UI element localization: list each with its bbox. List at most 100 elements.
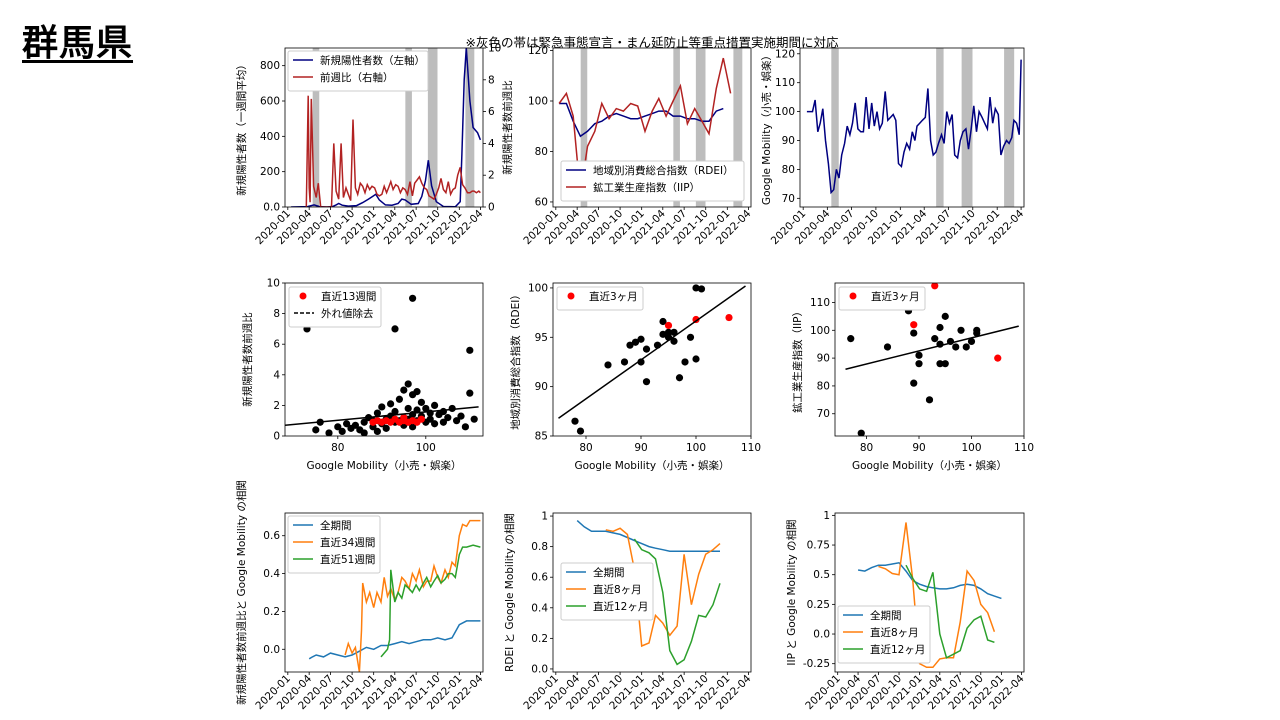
- shaded-band: [312, 48, 320, 207]
- legend-label: 直近3ヶ月: [871, 290, 920, 303]
- y-tick-label: 100: [528, 96, 548, 108]
- scatter-point: [387, 400, 395, 408]
- y-tick-label: 120: [528, 45, 548, 57]
- scatter-point: [686, 333, 695, 341]
- y-tick-label: 90: [535, 381, 548, 393]
- scatter-point: [409, 423, 417, 431]
- x-tick-label: 100: [961, 442, 981, 454]
- scatter-point: [637, 335, 645, 343]
- y-axis-label: 新規陽性者数前週比と Google Mobility の相関: [235, 480, 248, 705]
- scatter-point: [631, 338, 640, 346]
- y-tick-label: 0.6: [263, 530, 280, 542]
- scatter-point: [461, 423, 469, 431]
- series-line: [806, 59, 1022, 195]
- scatter-point: [692, 355, 700, 363]
- legend-box: [288, 286, 382, 328]
- scatter-point: [962, 343, 970, 351]
- legend-label: 直近34週間: [320, 536, 375, 549]
- x-axis-label: Google Mobility（小売・娯楽）: [574, 459, 729, 472]
- scatter-point: [466, 389, 474, 397]
- scatter-point: [626, 341, 634, 349]
- plot-frame: [284, 282, 484, 437]
- scatter-point: [883, 343, 892, 351]
- y-tick-label: 80: [535, 146, 548, 158]
- series-line: [857, 561, 1002, 600]
- plot-frame: [834, 512, 1025, 673]
- x-axis-label: Google Mobility（小売・娯楽）: [306, 459, 461, 472]
- shaded-band: [733, 48, 743, 207]
- scatter-point: [675, 374, 684, 382]
- scatter-point-recent: [400, 414, 408, 422]
- y-tick-label: 0.2: [263, 606, 280, 618]
- scatter-point: [466, 346, 474, 354]
- series-line: [308, 620, 481, 660]
- y-tick-label: 0.6: [531, 572, 548, 584]
- scatter-point: [413, 388, 421, 396]
- scatter-point: [692, 284, 700, 292]
- scatter-point: [422, 404, 430, 413]
- scatter-point: [360, 418, 368, 426]
- legend-marker: [849, 292, 857, 300]
- series-line: [633, 538, 721, 666]
- scatter-point: [404, 404, 412, 413]
- scatter-point-recent: [417, 415, 425, 423]
- scatter-point-recent: [931, 283, 939, 290]
- y-axis-label: IIP と Google Mobility の相関: [785, 519, 798, 665]
- shaded-band: [831, 48, 839, 207]
- scatter-point: [338, 427, 346, 436]
- chart-cases: 0.020040060080002468102020-012020-042020…: [235, 43, 514, 248]
- scatter-point-recent: [664, 321, 673, 330]
- scatter-point: [312, 426, 320, 434]
- y-axis-label: 新規陽性者数前週比: [241, 312, 254, 407]
- scatter-point: [681, 358, 689, 366]
- scatter-point: [957, 326, 965, 334]
- fit-line: [285, 406, 479, 427]
- chart-corr_cases: 0.00.20.40.62020-012020-042020-072020-10…: [235, 480, 486, 712]
- y-tick-label: 60: [535, 196, 548, 208]
- y-tick-label: 8: [273, 308, 280, 320]
- series-line: [605, 527, 721, 648]
- y-tick-label: 0.8: [531, 541, 548, 553]
- x-tick-label: 80: [579, 442, 592, 454]
- scatter-point: [620, 358, 629, 366]
- scatter-point: [413, 406, 421, 414]
- shaded-band: [961, 48, 973, 207]
- scatter-point: [409, 294, 417, 302]
- y-tick-label: 110: [775, 77, 795, 89]
- y-tick-label: 0.0: [263, 644, 280, 656]
- scatter-point: [670, 328, 678, 336]
- scatter-point: [431, 420, 439, 428]
- chart-scatter_rdei: 85 90 95 100 80 90 100 110 Google Mobility（小売・娯楽…: [509, 282, 761, 472]
- y-tick-label: 100: [528, 282, 548, 294]
- y-axis-label: Google Mobility（小売・娯楽）: [760, 50, 773, 205]
- legend-marker: [567, 292, 575, 300]
- chart-rdei_iip: 60801001202020-012020-042020-072020-1020…: [521, 45, 753, 247]
- y2-tick-label: 4: [488, 138, 495, 150]
- y-tick-label: 600: [260, 96, 280, 108]
- y-tick-label: 0.0: [813, 629, 830, 641]
- scatter-point: [941, 312, 949, 320]
- series-line: [380, 544, 481, 658]
- x-tick-label: 100: [416, 442, 436, 454]
- chart-corr_rdei: 0.00.20.40.60.812020-012020-042020-07202…: [503, 511, 754, 713]
- plot-frame: [834, 282, 1025, 437]
- scatter-point: [659, 330, 667, 338]
- scatter-point: [637, 358, 645, 366]
- scatter-point: [373, 409, 381, 417]
- y-tick-label: 90: [817, 353, 830, 365]
- y-axis-label: 新規陽性者数（一週間平均）: [235, 59, 248, 196]
- series-line: [558, 57, 732, 195]
- y-tick-label: 110: [810, 297, 830, 309]
- y-tick-label: 70: [782, 193, 795, 205]
- y-tick-label: 0.0: [263, 202, 280, 214]
- shaded-band: [695, 48, 706, 207]
- y-tick-label: 4: [273, 369, 280, 381]
- x-tick-label: 110: [1014, 442, 1034, 454]
- scatter-point: [910, 379, 918, 387]
- shaded-band: [580, 48, 588, 207]
- scatter-point: [973, 326, 981, 334]
- y-tick-label: 10: [267, 278, 280, 290]
- scatter-point: [571, 417, 579, 425]
- scatter-point: [444, 414, 452, 422]
